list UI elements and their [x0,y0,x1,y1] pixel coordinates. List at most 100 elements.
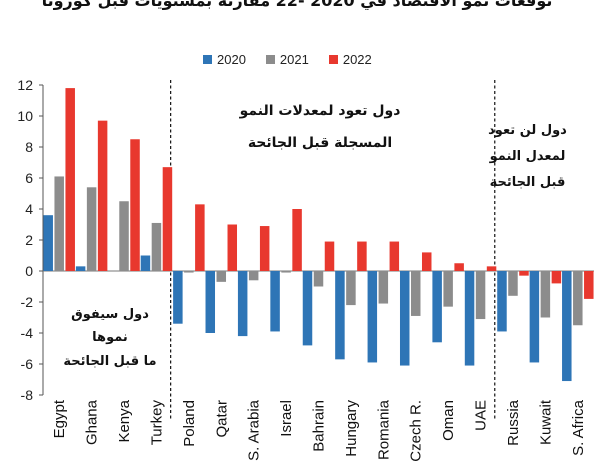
x-tick-label: Oman [440,400,457,441]
bar-2021-russia [508,271,518,296]
bar-2022-kuwait [551,271,562,284]
legend: 2020 2021 2022 [203,51,392,67]
bar-2021-ghana [86,187,97,271]
y-tick-label: -4 [21,325,34,341]
annotation-group-a: دول سيفوق نموها ما قبل الجائحة [52,303,168,373]
bar-2020-egypt [43,215,53,271]
bar-2022-oman [454,263,464,271]
x-tick-label: Poland [181,400,198,447]
bar-2021-qatar [216,271,227,282]
y-tick-label: 6 [25,170,33,186]
x-tick-label: UAE [473,400,490,431]
bar-2021-kenya [119,201,129,271]
bar-2020-israel [270,271,280,332]
bar-2020-ghana [75,266,86,271]
bar-2022-russia [519,271,529,276]
bar-2020-kuwait [529,271,540,363]
x-tick-label: Kenya [116,399,133,442]
annotation-group-c-line-1: دول لن تعود [488,123,567,138]
bar-2020-czech-r- [399,271,410,366]
x-tick-label: Bahrain [311,400,328,452]
legend-label-2022: 2022 [342,51,372,67]
bar-2022-bahrain [324,241,335,271]
bar-2020-romania [367,271,378,363]
bar-2022-turkey [162,167,173,271]
y-tick-label: 10 [17,108,33,124]
y-tick-label: 0 [25,263,33,279]
bar-2021-s-africa [573,271,583,326]
x-tick-label: Russia [505,399,522,446]
annotation-group-b-line-1: دول تعود لمعدلات النمو [239,103,401,119]
chart-title: توقعات نمو الاقتصاد في 2020 -22 مقارنة ب… [41,0,553,10]
bar-2020-s-africa [562,271,572,382]
y-tick-label: -8 [21,387,34,403]
bar-2022-s-africa [584,271,594,299]
x-tick-label: Kuwait [537,399,554,445]
bar-2020-qatar [205,271,216,333]
bar-2020-uae [464,271,475,366]
x-tick-label: Romania [375,399,392,460]
y-tick-label: 12 [17,77,33,93]
bar-2022-kenya [130,139,140,271]
x-tick-label: Egypt [51,399,68,438]
bar-2022-czech-r- [421,252,432,271]
y-tick-label: -6 [21,356,34,372]
bar-2022-romania [389,241,400,271]
y-tick-label: 8 [25,139,33,155]
legend-swatch-2022 [328,54,338,64]
bar-2020-bahrain [302,271,313,346]
bar-2022-qatar [227,224,238,271]
annotation-group-c-line-2: لمعدل النمو [489,149,566,164]
bar-2021-bahrain [313,271,324,287]
x-tick-label: Ghana [84,399,101,445]
legend-item-2020: 2020 [203,52,246,67]
annotation-group-c: دول لن تعود لمعدل النمو قبل الجائحة [470,118,585,196]
bar-2021-s-arabia [248,271,259,281]
bar-2021-israel [281,271,291,273]
bar-2021-uae [475,271,486,320]
x-tick-label: Turkey [148,400,165,446]
annotation-group-b-line-2: المسجلة قبل الجائحة [247,135,393,152]
bar-2021-egypt [54,176,64,271]
bar-2022-hungary [357,241,367,271]
bar-2020-hungary [335,271,345,360]
x-tick-label: Czech R. [408,400,425,462]
bar-2020-turkey [140,255,151,271]
bar-2022-israel [292,209,302,271]
legend-label-2021: 2021 [279,51,309,67]
x-tick-label: S. Africa [570,399,587,456]
bar-2020-russia [497,271,507,332]
bar-2021-oman [443,271,453,307]
annotation-group-a-line-2: ما قبل الجائحة [63,353,157,369]
x-tick-label: Qatar [213,400,230,438]
bar-2020-s-arabia [237,271,248,337]
legend-label-2020: 2020 [217,51,246,67]
bar-2021-czech-r- [410,271,421,316]
bar-2021-poland [184,271,194,273]
annotation-group-b: دول تعود لمعدلات النمو المسجلة قبل الجائ… [220,95,420,159]
x-tick-label: Hungary [343,400,360,457]
y-tick-label: 4 [25,201,33,217]
legend-swatch-2020 [203,54,212,64]
bar-2021-kuwait [540,271,551,318]
bar-2020-poland [173,271,183,324]
bar-2022-egypt [65,88,75,271]
x-tick-label: Israel [278,400,295,437]
bar-2021-hungary [346,271,356,306]
x-tick-label: S. Arabia [246,399,263,461]
bar-2021-romania [378,271,389,304]
bar-2022-ghana [97,120,108,272]
legend-item-2021: 2021 [265,51,309,67]
y-tick-label: 2 [25,232,33,248]
bar-2021-turkey [151,222,162,271]
legend-item-2022: 2022 [328,51,372,67]
bar-2022-uae [486,266,497,271]
y-tick-label: -2 [21,294,34,310]
annotation-group-a-line-1: دول سيفوق نموها [71,307,149,346]
bar-2022-poland [195,204,205,271]
legend-swatch-2021 [265,54,275,64]
bar-2022-s-arabia [259,226,270,271]
bar-2020-oman [432,271,442,343]
annotation-group-c-line-3: قبل الجائحة [489,175,566,190]
